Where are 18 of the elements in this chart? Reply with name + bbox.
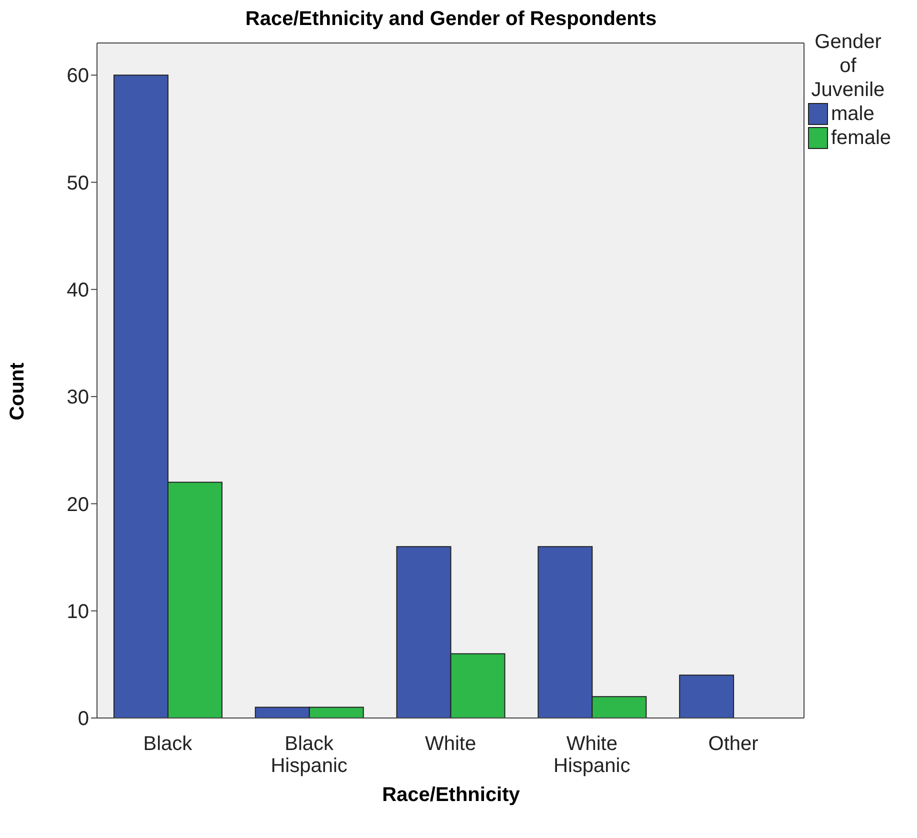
chart-title: Race/Ethnicity and Gender of Respondents	[244, 8, 658, 31]
bar	[679, 674, 734, 718]
legend-label: female	[831, 126, 892, 150]
y-tick-label: 60	[66, 65, 89, 88]
y-tick-label: 30	[66, 386, 89, 409]
x-tick-label: Other	[708, 733, 759, 755]
y-tick-label: 50	[66, 172, 89, 194]
y-tick-label: 40	[66, 280, 89, 302]
y-tick-label: 20	[66, 494, 89, 516]
x-axis-title: Race/Ethnicity	[381, 784, 521, 807]
x-tick-label: White	[424, 733, 476, 755]
y-tick-label: 10	[66, 600, 89, 623]
legend-label: male	[831, 102, 874, 126]
y-tick-label: 0	[78, 708, 89, 730]
x-tick-label: Black	[143, 733, 194, 755]
x-tick-label: Black Hispanic	[270, 733, 348, 777]
x-tick-label: White Hispanic	[554, 733, 630, 777]
y-axis-title: Count	[6, 362, 30, 422]
